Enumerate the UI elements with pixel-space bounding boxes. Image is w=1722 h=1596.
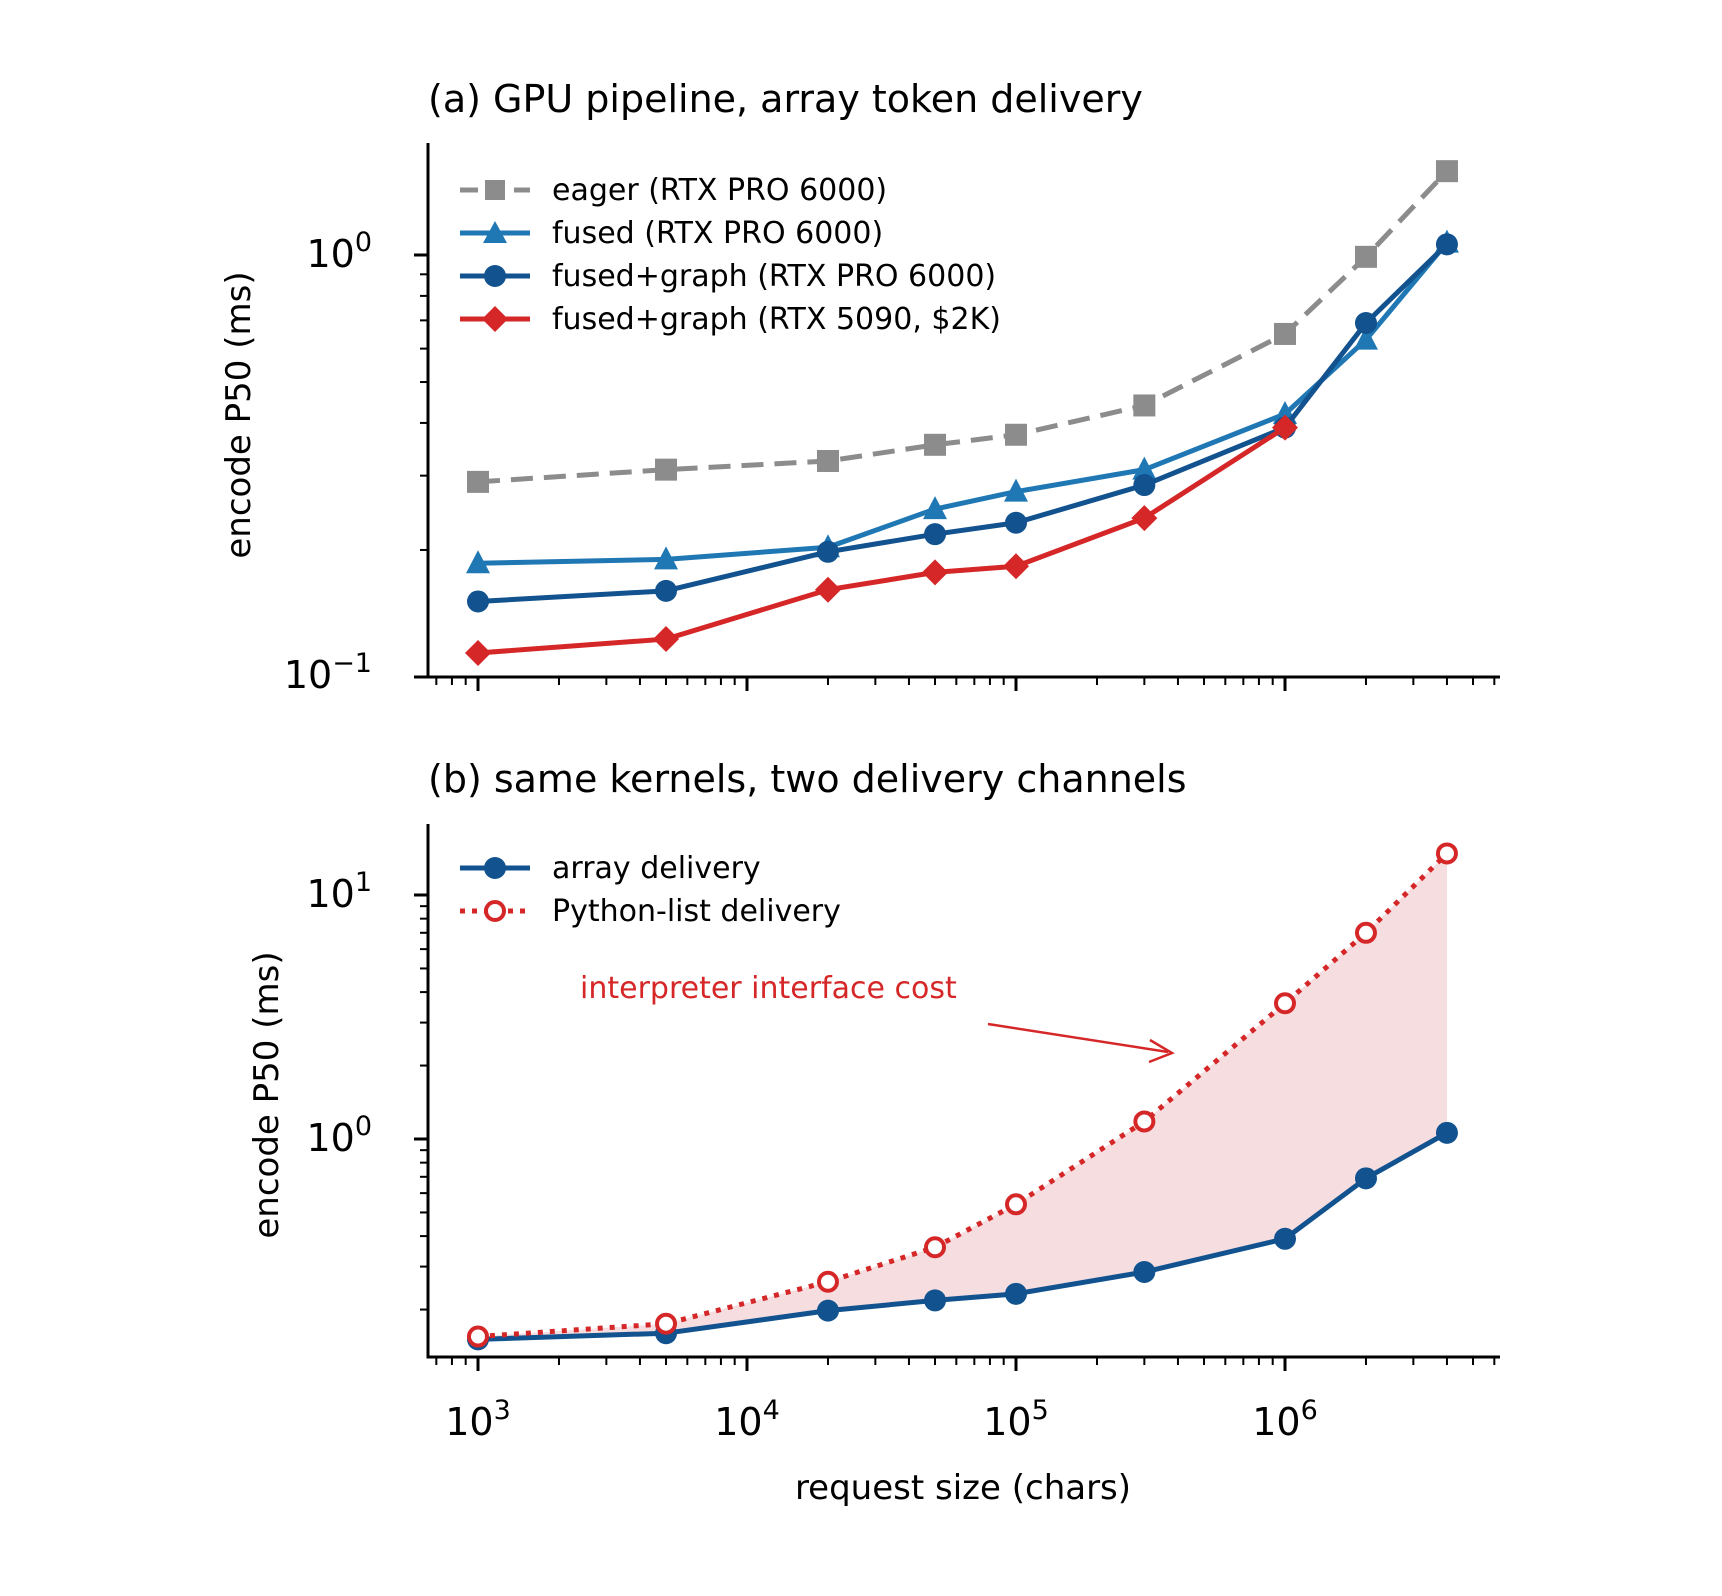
legend-item-eager: eager (RTX PRO 6000)	[460, 173, 887, 208]
legend-label-array: array delivery	[552, 851, 761, 886]
xtick-label: 105	[983, 1395, 1049, 1444]
data-point-graph	[1133, 474, 1156, 497]
annotation-arrow-head	[1148, 1038, 1175, 1064]
data-point-eager	[924, 433, 947, 456]
data-point-graph	[1274, 1227, 1296, 1250]
data-point-graph	[924, 1289, 947, 1312]
legend-marker-square	[485, 180, 505, 200]
data-point-red	[1274, 992, 1296, 1015]
legend-marker-diamond	[482, 306, 508, 332]
data-point-eager	[1005, 423, 1027, 446]
legend-marker-circle	[484, 265, 506, 287]
x-axis-label: request size (chars)	[795, 1468, 1131, 1508]
legend-item-fused-graph: fused+graph (RTX PRO 6000)	[460, 259, 996, 294]
panel-b-ylabel: encode P50 (ms)	[247, 951, 287, 1238]
data-point-eager	[1354, 245, 1377, 268]
data-point-fused	[1132, 456, 1157, 480]
data-point-graph	[924, 523, 947, 546]
data-point-red	[1131, 505, 1158, 532]
annotation-label: interpreter interface cost	[580, 971, 957, 1006]
legend-label-fused: fused (RTX PRO 6000)	[552, 216, 883, 251]
data-point-red	[655, 1312, 678, 1335]
data-point-red	[1354, 921, 1377, 944]
data-point-eager	[816, 449, 839, 472]
data-point-eager	[467, 470, 489, 493]
legend-label-fused-graph: fused+graph (RTX PRO 6000)	[552, 259, 996, 294]
data-point-red	[465, 639, 491, 666]
xtick-label: 106	[1252, 1395, 1318, 1444]
data-point-graph	[1435, 233, 1458, 256]
annotation-arrow-shaft	[987, 1022, 1169, 1054]
panel-a-legend: eager (RTX PRO 6000) fused (RTX PRO 6000…	[460, 173, 1001, 337]
shaded-gap-area	[478, 853, 1447, 1340]
panel-b: (b) same kernels, two delivery channels …	[247, 757, 1500, 1508]
data-point-graph	[655, 579, 678, 602]
data-point-red	[924, 1236, 947, 1259]
data-point-graph	[1354, 1167, 1377, 1190]
legend-item-array: array delivery	[460, 851, 761, 886]
xtick-label: 104	[714, 1395, 780, 1444]
data-point-eager	[1274, 322, 1296, 345]
panel-a-ytick-label: 100	[306, 227, 372, 276]
data-point-eager	[1435, 160, 1458, 183]
panel-b-ytick-label: 101	[306, 867, 372, 916]
data-point-red	[1133, 1110, 1156, 1133]
panel-a-ytick-label: 10−1	[284, 648, 372, 697]
data-point-graph	[1005, 1282, 1027, 1305]
data-point-red	[1272, 414, 1298, 441]
series-line-red	[477, 851, 1449, 1340]
data-point-red	[1003, 553, 1029, 580]
data-point-graph	[1133, 1261, 1156, 1284]
legend-label-python-list: Python-list delivery	[552, 894, 841, 929]
legend-marker-open-circle	[484, 900, 506, 922]
legend-label-eager: eager (RTX PRO 6000)	[552, 173, 887, 208]
legend-item-rtx5090: fused+graph (RTX 5090, $2K)	[460, 302, 1001, 337]
legend-item-python-list: Python-list delivery	[460, 894, 841, 929]
xtick-label: 103	[445, 1395, 511, 1444]
data-point-eager	[1133, 394, 1156, 417]
data-point-red	[467, 1325, 489, 1348]
data-point-fused	[923, 496, 948, 520]
data-point-red	[1005, 1193, 1027, 1216]
panel-a-ylabel: encode P50 (ms)	[219, 271, 259, 558]
data-point-red	[814, 576, 841, 603]
data-point-fused	[1004, 478, 1028, 502]
series-line-graph	[477, 242, 1449, 604]
annotation: interpreter interface cost	[580, 971, 1175, 1064]
panel-b-ytick-label: 100	[306, 1111, 372, 1160]
interface-cost-region	[478, 853, 1447, 1340]
data-point-graph	[1435, 1121, 1458, 1144]
panel-a-title: (a) GPU pipeline, array token delivery	[428, 77, 1143, 121]
data-point-fused	[654, 546, 679, 570]
data-point-graph	[1005, 511, 1027, 534]
data-point-red	[1435, 842, 1458, 865]
legend-item-fused: fused (RTX PRO 6000)	[460, 216, 883, 251]
data-point-graph	[816, 540, 839, 563]
legend-label-rtx5090: fused+graph (RTX 5090, $2K)	[552, 302, 1001, 337]
panel-b-title: (b) same kernels, two delivery channels	[428, 757, 1187, 801]
legend-marker-triangle	[483, 221, 507, 243]
data-point-fused	[466, 550, 490, 574]
data-point-graph	[816, 1299, 839, 1322]
legend-marker-circle	[484, 857, 506, 879]
data-point-graph	[467, 590, 489, 613]
data-point-fused	[1353, 326, 1378, 350]
panel-a: (a) GPU pipeline, array token delivery e…	[219, 77, 1500, 697]
data-point-eager	[655, 458, 678, 481]
data-point-red	[816, 1270, 839, 1293]
panel-b-legend: array delivery Python-list delivery	[460, 851, 841, 929]
data-point-red	[922, 559, 949, 586]
data-point-red	[653, 626, 680, 653]
data-point-graph	[1354, 312, 1377, 335]
